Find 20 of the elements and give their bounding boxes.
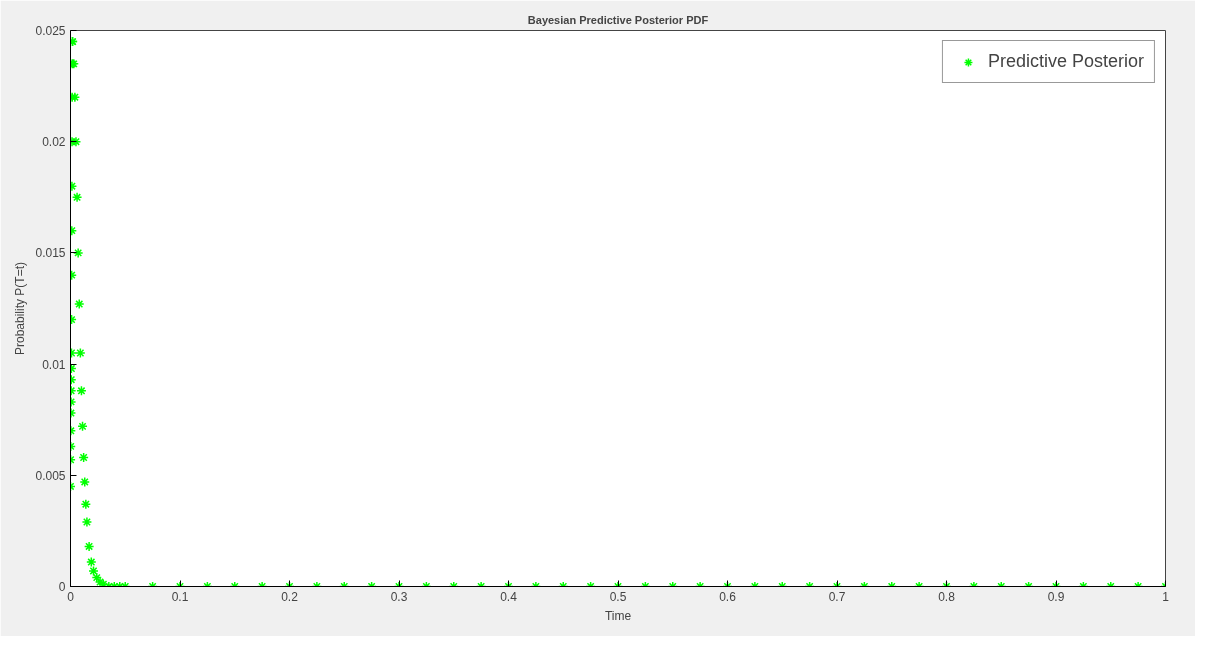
y-tick-label: 0.02 <box>42 135 66 150</box>
x-tick-label: 0.4 <box>500 589 518 604</box>
x-tick-label: 0.9 <box>1047 589 1065 604</box>
x-tick-label: 0.3 <box>390 589 408 604</box>
x-tick-label: 0.8 <box>938 589 956 604</box>
y-axis-title: Probability P(T=t) <box>13 261 28 356</box>
x-tick-label: 0.6 <box>719 589 737 604</box>
x-axis-title: Time <box>604 608 632 623</box>
x-tick-label: 0.2 <box>281 589 299 604</box>
y-tick-label: 0.005 <box>35 468 66 483</box>
y-tick-label: 0.01 <box>42 357 66 372</box>
y-tick-label: 0.025 <box>35 24 66 38</box>
legend-label: Predictive Posterior <box>987 51 1144 72</box>
chart-title: Bayesian Predictive Posterior PDF <box>527 13 709 26</box>
x-tick-label: 1 <box>1162 589 1170 604</box>
x-tick-label: 0.5 <box>609 589 627 604</box>
y-tick-label: 0.015 <box>35 246 66 261</box>
x-tick-label: 0.7 <box>828 589 846 604</box>
x-tick-label: 0.1 <box>171 589 189 604</box>
y-tick-label: 0 <box>58 580 66 594</box>
